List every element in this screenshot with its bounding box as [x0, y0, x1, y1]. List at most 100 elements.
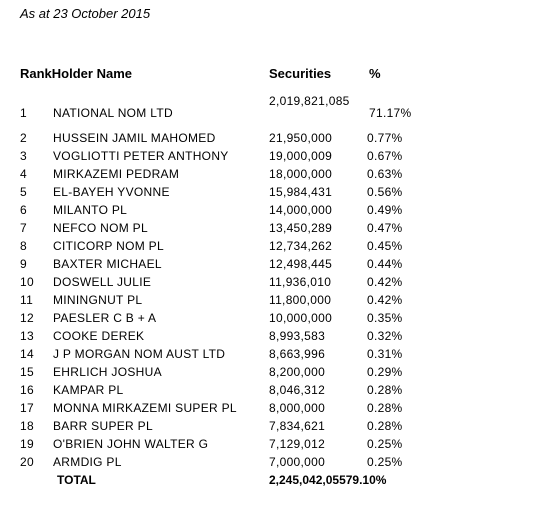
percent-cell: 0.28% — [367, 401, 403, 415]
rank-cell: 13 — [20, 329, 34, 343]
holder-name-cell: MIRKAZEMI PEDRAM — [53, 167, 180, 181]
securities-cell: 15,984,431 — [269, 185, 333, 199]
securities-cell: 21,950,000 — [269, 131, 333, 145]
percent-cell: 0.35% — [367, 311, 403, 325]
holder-name-cell: COOKE DEREK — [53, 329, 145, 343]
percent-cell: 0.63% — [367, 167, 403, 181]
percent-cell: 71.17% — [369, 106, 412, 120]
as-at-date: As at 23 October 2015 — [20, 6, 151, 21]
percent-cell: 0.25% — [367, 437, 403, 451]
table-row: 13 COOKE DEREK 8,993,583 0.32% — [0, 329, 549, 347]
holder-name-cell: BARR SUPER PL — [53, 419, 153, 433]
rank-cell: 9 — [20, 257, 27, 271]
rank-cell: 6 — [20, 203, 27, 217]
rank-cell: 7 — [20, 221, 27, 235]
table-row: 12 PAESLER C B + A 10,000,000 0.35% — [0, 311, 549, 329]
percent-cell: 0.67% — [367, 149, 403, 163]
table-row: 10 DOSWELL JULIE 11,936,010 0.42% — [0, 275, 549, 293]
table-row: 15 EHRLICH JOSHUA 8,200,000 0.29% — [0, 365, 549, 383]
securities-cell: 7,000,000 — [269, 455, 326, 469]
holder-name-cell: O'BRIEN JOHN WALTER G — [53, 437, 209, 451]
rank-cell: 3 — [20, 149, 27, 163]
holder-name-cell: PAESLER C B + A — [53, 311, 157, 325]
rank-cell: 17 — [20, 401, 34, 415]
table-row: 16 KAMPAR PL 8,046,312 0.28% — [0, 383, 549, 401]
table-row: 5 EL-BAYEH YVONNE 15,984,431 0.56% — [0, 185, 549, 203]
table-row: 4 MIRKAZEMI PEDRAM 18,000,000 0.63% — [0, 167, 549, 185]
rank-cell: 11 — [20, 293, 34, 307]
percent-cell: 0.56% — [367, 185, 403, 199]
securities-cell: 2,019,821,085 — [269, 94, 350, 108]
percent-cell: 0.25% — [367, 455, 403, 469]
holder-name-cell: NATIONAL NOM LTD — [53, 106, 173, 120]
securities-cell: 18,000,000 — [269, 167, 333, 181]
table-row: 11 MININGNUT PL 11,800,000 0.42% — [0, 293, 549, 311]
rank-cell: 1 — [20, 106, 27, 120]
percent-cell: 0.29% — [367, 365, 403, 379]
percent-cell: 0.77% — [367, 131, 403, 145]
securities-cell: 14,000,000 — [269, 203, 333, 217]
holder-name-cell: CITICORP NOM PL — [53, 239, 164, 253]
securities-cell: 8,000,000 — [269, 401, 326, 415]
holder-name-cell: BAXTER MICHAEL — [53, 257, 162, 271]
holder-name-cell: NEFCO NOM PL — [53, 221, 148, 235]
securities-cell: 10,000,000 — [269, 311, 333, 325]
securities-cell: 19,000,009 — [269, 149, 333, 163]
securities-cell: 8,200,000 — [269, 365, 326, 379]
securities-cell: 7,129,012 — [269, 437, 326, 451]
rank-cell: 18 — [20, 419, 34, 433]
holder-name-cell: MONNA MIRKAZEMI SUPER PL — [53, 401, 237, 415]
securities-cell: 13,450,289 — [269, 221, 333, 235]
rank-cell: 16 — [20, 383, 34, 397]
table-row: 17 MONNA MIRKAZEMI SUPER PL 8,000,000 0.28% — [0, 401, 549, 419]
table-row: 8 CITICORP NOM PL 12,734,262 0.45% — [0, 239, 549, 257]
securities-cell: 11,936,010 — [269, 275, 332, 289]
header-rank-holder-name: RankHolder Name — [20, 66, 132, 81]
rank-cell: 2 — [20, 131, 27, 145]
table-row: 7 NEFCO NOM PL 13,450,289 0.47% — [0, 221, 549, 239]
header-securities: Securities — [269, 66, 332, 81]
rank-cell: 10 — [20, 275, 34, 289]
table-row: 2 HUSSEIN JAMIL MAHOMED 21,950,000 0.77% — [0, 131, 549, 149]
table-row: 1 NATIONAL NOM LTD 2,019,821,085 71.17% — [0, 94, 549, 122]
securities-cell: 8,993,583 — [269, 329, 326, 343]
table-row: 14 J P MORGAN NOM AUST LTD 8,663,996 0.31% — [0, 347, 549, 365]
holder-name-cell: ARMDIG PL — [53, 455, 122, 469]
holder-name-cell: MININGNUT PL — [53, 293, 143, 307]
total-row: TOTAL 2,245,042,05579.10% — [0, 473, 549, 491]
rank-cell: 12 — [20, 311, 34, 325]
holder-name-cell: EHRLICH JOSHUA — [53, 365, 162, 379]
percent-cell: 0.31% — [367, 347, 403, 361]
holder-name-cell: KAMPAR PL — [53, 383, 124, 397]
securities-cell: 12,498,445 — [269, 257, 333, 271]
holder-name-cell: EL-BAYEH YVONNE — [53, 185, 170, 199]
total-value: 2,245,042,05579.10% — [269, 473, 387, 487]
rank-cell: 8 — [20, 239, 27, 253]
rank-cell: 15 — [20, 365, 34, 379]
securities-cell: 7,834,621 — [269, 419, 326, 433]
rank-cell: 20 — [20, 455, 34, 469]
percent-cell: 0.45% — [367, 239, 403, 253]
holder-name-cell: MILANTO PL — [53, 203, 128, 217]
securities-cell: 12,734,262 — [269, 239, 333, 253]
rank-cell: 14 — [20, 347, 34, 361]
securities-cell: 8,663,996 — [269, 347, 326, 361]
rank-cell: 5 — [20, 185, 27, 199]
header-percent: % — [369, 66, 381, 81]
percent-cell: 0.47% — [367, 221, 403, 235]
percent-cell: 0.42% — [367, 293, 403, 307]
percent-cell: 0.44% — [367, 257, 403, 271]
percent-cell: 0.28% — [367, 419, 403, 433]
total-label: TOTAL — [57, 473, 96, 487]
holder-name-cell: DOSWELL JULIE — [53, 275, 152, 289]
percent-cell: 0.28% — [367, 383, 403, 397]
percent-cell: 0.32% — [367, 329, 403, 343]
percent-cell: 0.42% — [367, 275, 403, 289]
table-row: 19 O'BRIEN JOHN WALTER G 7,129,012 0.25% — [0, 437, 549, 455]
rank-cell: 19 — [20, 437, 34, 451]
percent-cell: 0.49% — [367, 203, 403, 217]
table-row: 6 MILANTO PL 14,000,000 0.49% — [0, 203, 549, 221]
holder-name-cell: J P MORGAN NOM AUST LTD — [53, 347, 226, 361]
holder-name-cell: HUSSEIN JAMIL MAHOMED — [53, 131, 216, 145]
holder-name-cell: VOGLIOTTI PETER ANTHONY — [53, 149, 229, 163]
